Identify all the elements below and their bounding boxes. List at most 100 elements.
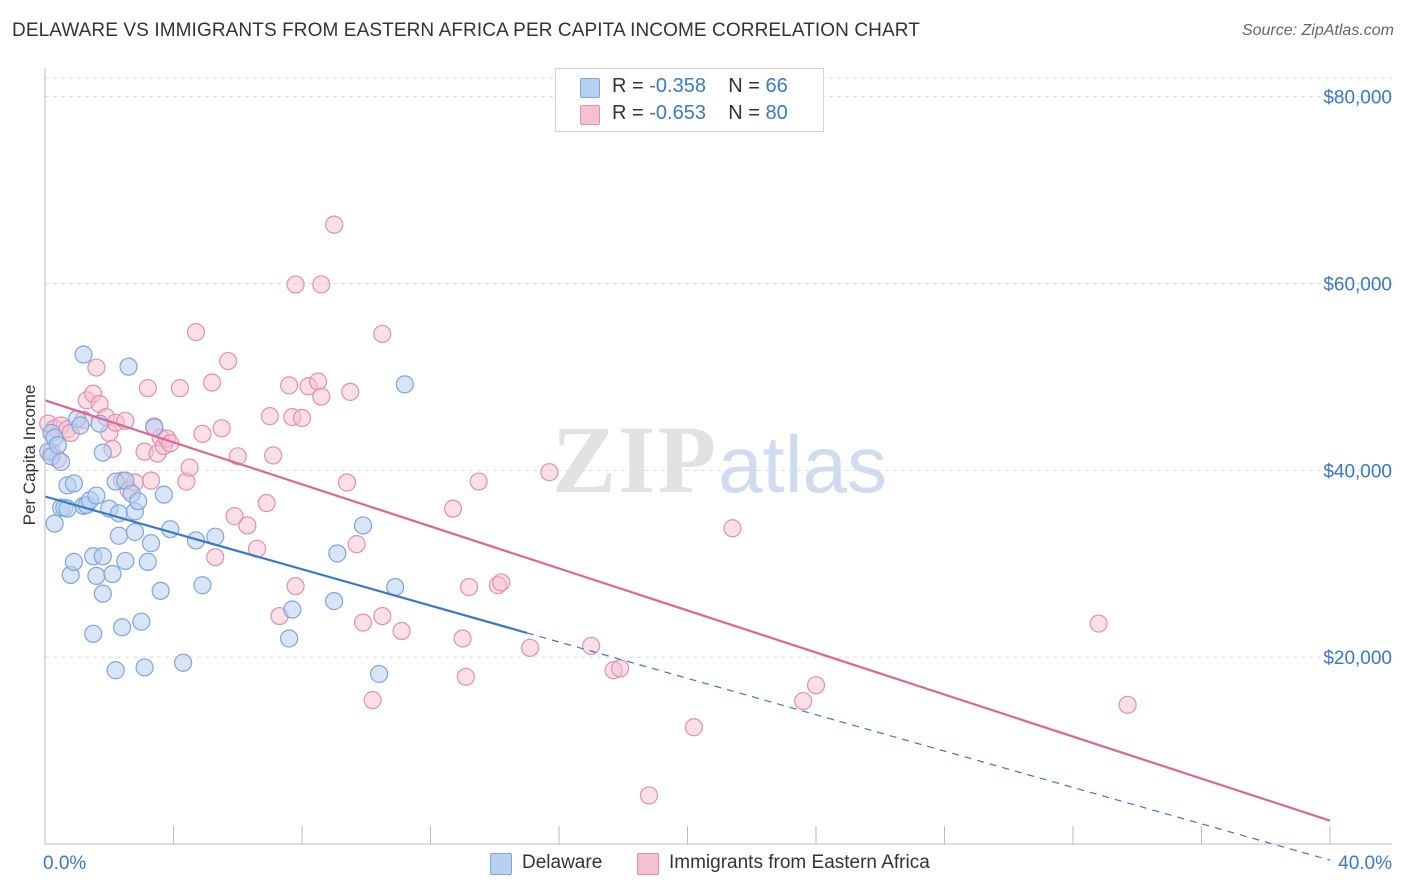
- series-delaware-points: [39, 345, 414, 684]
- correlation-legend: R = -0.358 N = 66 R = -0.653 N = 80: [555, 68, 824, 132]
- point-eastern-africa: [520, 638, 540, 657]
- watermark-atlas: atlas: [718, 420, 887, 509]
- y-tick-label: $40,000: [1323, 461, 1392, 482]
- x-tick-label-max: 40.0%: [1338, 853, 1392, 874]
- point-eastern-africa: [341, 382, 360, 401]
- point-eastern-africa: [1118, 695, 1137, 714]
- y-tick-label: $20,000: [1323, 648, 1392, 669]
- grid-layer: [45, 77, 1392, 658]
- point-eastern-africa: [540, 463, 559, 482]
- chart-title: DELAWARE VS IMMIGRANTS FROM EASTERN AFRI…: [12, 20, 920, 41]
- bottom-legend-label-delaware: Delaware: [522, 852, 603, 873]
- trend-line-eastern-africa: [44, 399, 1331, 822]
- bottom-legend-swatch-pink: [637, 853, 659, 875]
- point-delaware: [370, 664, 389, 684]
- point-delaware: [71, 416, 90, 435]
- y-tick-label: $60,000: [1323, 275, 1392, 296]
- point-eastern-africa: [363, 691, 382, 710]
- point-eastern-africa: [325, 215, 344, 234]
- point-eastern-africa: [459, 578, 479, 597]
- point-eastern-africa: [238, 516, 257, 535]
- point-eastern-africa: [292, 408, 312, 428]
- legend-swatch-pink: [580, 105, 600, 125]
- point-delaware: [125, 522, 145, 542]
- point-delaware: [109, 526, 128, 545]
- point-eastern-africa: [225, 507, 244, 526]
- point-eastern-africa: [280, 376, 299, 395]
- axis-layer: $20,000 $40,000 $60,000 $80,000 0.0% 40.0%: [43, 68, 1392, 874]
- point-delaware: [45, 514, 64, 533]
- point-delaware: [328, 544, 347, 563]
- trend-line-delaware-extension: [526, 632, 1331, 861]
- point-delaware: [64, 552, 84, 571]
- legend-n-label: N =: [728, 75, 760, 97]
- point-eastern-africa: [492, 573, 511, 592]
- point-eastern-africa: [469, 472, 488, 491]
- point-eastern-africa: [392, 621, 411, 641]
- point-eastern-africa: [308, 372, 328, 391]
- point-eastern-africa: [337, 473, 357, 492]
- legend-n-value: 80: [765, 102, 788, 124]
- point-eastern-africa: [193, 424, 212, 444]
- watermark-zip: ZIP: [552, 406, 718, 513]
- point-eastern-africa: [312, 275, 331, 294]
- point-delaware: [135, 658, 154, 677]
- point-eastern-africa: [312, 387, 331, 406]
- point-eastern-africa: [806, 676, 826, 695]
- point-delaware: [119, 357, 138, 376]
- point-eastern-africa: [212, 419, 231, 438]
- point-delaware: [112, 618, 132, 637]
- legend-text-eastern-africa: R = -0.653 N = 80: [612, 102, 788, 125]
- point-delaware: [174, 653, 193, 672]
- legend-r-label: R =: [612, 102, 644, 124]
- point-eastern-africa: [260, 407, 279, 426]
- legend-text-delaware: R = -0.358 N = 66: [612, 75, 788, 98]
- point-delaware: [64, 474, 84, 493]
- point-eastern-africa: [138, 379, 157, 398]
- point-delaware: [106, 661, 125, 680]
- source-label: Source: ZipAtlas.com: [1241, 22, 1394, 39]
- trend-line-delaware: [44, 495, 528, 634]
- point-eastern-africa: [443, 499, 463, 518]
- point-delaware: [129, 492, 148, 511]
- point-delaware: [103, 564, 122, 584]
- point-delaware: [193, 576, 212, 595]
- point-delaware: [395, 375, 414, 394]
- point-eastern-africa: [180, 458, 199, 477]
- point-eastern-africa: [1089, 614, 1108, 633]
- x-tick-label-min: 0.0%: [43, 853, 86, 874]
- point-delaware: [138, 552, 157, 571]
- point-delaware: [74, 345, 93, 364]
- point-delaware: [141, 534, 161, 553]
- y-tick-label: $80,000: [1323, 88, 1392, 109]
- point-eastern-africa: [373, 324, 392, 344]
- point-eastern-africa: [170, 379, 190, 398]
- point-delaware: [280, 629, 299, 648]
- point-eastern-africa: [219, 351, 238, 371]
- point-delaware: [84, 624, 103, 643]
- point-eastern-africa: [347, 535, 366, 554]
- point-delaware: [116, 551, 135, 571]
- point-delaware: [48, 436, 67, 455]
- legend-n-label: N =: [728, 102, 760, 124]
- point-eastern-africa: [228, 447, 247, 466]
- point-delaware: [87, 486, 106, 505]
- point-eastern-africa: [202, 373, 222, 392]
- point-delaware: [51, 452, 71, 472]
- trend-lines: [44, 399, 1331, 861]
- point-eastern-africa: [456, 667, 475, 686]
- point-eastern-africa: [286, 275, 305, 294]
- legend-n-value: 66: [765, 75, 788, 97]
- point-eastern-africa: [87, 358, 106, 377]
- point-eastern-africa: [263, 446, 283, 465]
- bottom-legend-label-eastern-africa: Immigrants from Eastern Africa: [669, 852, 930, 873]
- point-eastern-africa: [639, 786, 659, 805]
- point-eastern-africa: [186, 322, 206, 342]
- point-delaware: [186, 531, 206, 550]
- point-eastern-africa: [582, 636, 601, 656]
- point-eastern-africa: [353, 613, 373, 632]
- point-eastern-africa: [723, 519, 742, 538]
- point-delaware: [87, 566, 106, 586]
- bottom-legend-swatch-blue: [490, 853, 512, 875]
- legend-r-label: R =: [612, 75, 644, 97]
